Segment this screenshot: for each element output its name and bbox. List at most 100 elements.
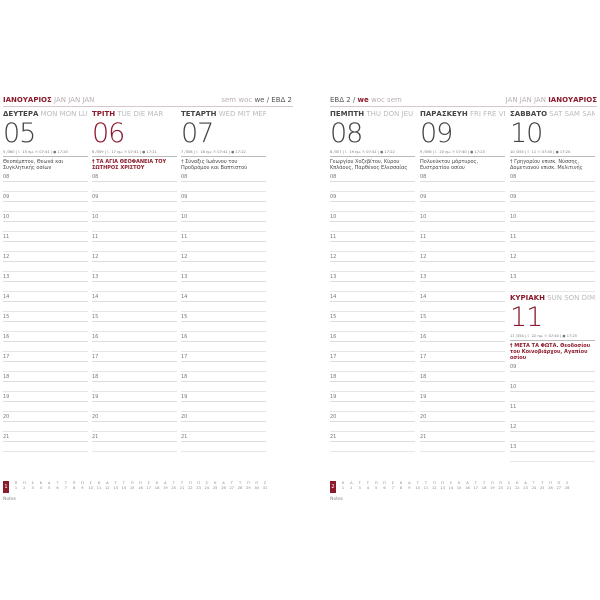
writing-line <box>330 391 415 392</box>
date-number: 21 <box>506 486 512 490</box>
hour-slot[interactable]: 18 <box>3 374 88 394</box>
hour-slot[interactable]: 17 <box>330 354 415 374</box>
date-number: 28 <box>237 486 243 490</box>
hour-slot[interactable]: 14 <box>92 294 177 314</box>
hour-slot[interactable]: 11 <box>92 234 177 254</box>
hour-slot[interactable]: 12 <box>92 254 177 274</box>
hour-slot[interactable]: 15 <box>92 314 177 334</box>
hour-slot[interactable]: 10 <box>510 214 595 234</box>
hour-slot[interactable]: 13 <box>92 274 177 294</box>
hour-slot[interactable]: 16 <box>330 334 415 354</box>
hour-slot[interactable]: 15 <box>330 314 415 334</box>
hour-slot[interactable]: 08 <box>181 174 266 194</box>
hour-slot[interactable]: 16 <box>3 334 88 354</box>
hour-slot[interactable]: 09 <box>181 194 266 214</box>
hour-slot[interactable]: 17 <box>181 354 266 374</box>
hour-slot[interactable]: 13 <box>510 444 595 464</box>
hour-slot[interactable]: 21 <box>3 434 88 454</box>
hour-slot[interactable]: 08 <box>330 174 415 194</box>
hour-slot[interactable]: 16 <box>181 334 266 354</box>
mini-day: Π 30 <box>253 481 261 491</box>
hour-slot[interactable]: 12 <box>510 254 595 274</box>
hour-slot[interactable]: 08 <box>3 174 88 194</box>
hour-slot[interactable]: 10 <box>92 214 177 234</box>
hour-label: 08 <box>181 174 188 180</box>
hour-slot[interactable]: 20 <box>92 414 177 434</box>
hour-slot[interactable]: 10 <box>3 214 88 234</box>
hour-slot[interactable]: 17 <box>92 354 177 374</box>
hour-slot[interactable]: 18 <box>92 374 177 394</box>
writing-line <box>181 431 266 432</box>
writing-line <box>330 301 415 302</box>
hour-slot[interactable]: 14 <box>3 294 88 314</box>
hour-slot[interactable]: 17 <box>420 354 505 374</box>
hour-slot[interactable]: 12 <box>420 254 505 274</box>
hour-slot[interactable]: 19 <box>3 394 88 414</box>
hour-slot[interactable]: 21 <box>330 434 415 454</box>
mini-calendar-february: 2 Κ 1 Δ 2 Τ 3 Τ 4 Π 5 Π 6 Σ 7 Κ 8 Δ 9 Τ 10 Τ 11 Π 12 Π 13 Σ 14 Κ 15 Δ 16… <box>330 481 580 493</box>
hour-slot[interactable]: 21 <box>181 434 266 454</box>
hour-label: 12 <box>420 254 427 260</box>
hour-slot[interactable]: 14 <box>420 294 505 314</box>
hour-slot[interactable]: 21 <box>420 434 505 454</box>
hour-slot[interactable]: 19 <box>330 394 415 414</box>
hour-label: 13 <box>420 274 427 280</box>
hour-slot[interactable]: 13 <box>181 274 266 294</box>
hour-slot[interactable]: 08 <box>92 174 177 194</box>
hour-label: 16 <box>420 334 427 340</box>
hour-slot[interactable]: 10 <box>181 214 266 234</box>
hour-slot[interactable]: 16 <box>92 334 177 354</box>
hour-slot[interactable]: 20 <box>330 414 415 434</box>
hour-slot[interactable]: 16 <box>420 334 505 354</box>
hour-slot[interactable]: 10 <box>510 384 595 404</box>
hour-slot[interactable]: 19 <box>92 394 177 414</box>
hour-slot[interactable]: 12 <box>510 424 595 444</box>
hour-slot[interactable]: 15 <box>181 314 266 334</box>
hour-slot[interactable]: 09 <box>92 194 177 214</box>
hour-slot[interactable]: 20 <box>181 414 266 434</box>
hour-slot[interactable]: 17 <box>3 354 88 374</box>
hour-slot[interactable]: 19 <box>181 394 266 414</box>
hour-label: 19 <box>3 394 10 400</box>
hour-slot[interactable]: 11 <box>3 234 88 254</box>
hour-slot[interactable]: 10 <box>330 214 415 234</box>
hour-slot[interactable]: 12 <box>330 254 415 274</box>
hour-slot[interactable]: 08 <box>420 174 505 194</box>
hour-slot[interactable]: 14 <box>181 294 266 314</box>
hour-slot[interactable]: 19 <box>420 394 505 414</box>
hour-slot[interactable]: 09 <box>420 194 505 214</box>
hour-label: 18 <box>92 374 99 380</box>
writing-line <box>181 281 266 282</box>
writing-line <box>420 351 505 352</box>
hour-slot[interactable]: 12 <box>181 254 266 274</box>
hour-slot[interactable]: 11 <box>510 404 595 424</box>
hour-slot[interactable]: 18 <box>420 374 505 394</box>
hour-slot[interactable]: 15 <box>420 314 505 334</box>
hour-slot[interactable]: 11 <box>330 234 415 254</box>
hour-slot[interactable]: 11 <box>181 234 266 254</box>
hour-slot[interactable]: 13 <box>420 274 505 294</box>
hour-slot[interactable]: 14 <box>330 294 415 314</box>
writing-line <box>3 181 88 182</box>
mini-day: Τ 10 <box>414 481 422 491</box>
hour-slot[interactable]: 09 <box>3 194 88 214</box>
hour-slot[interactable]: 20 <box>3 414 88 434</box>
hour-slot[interactable]: 13 <box>3 274 88 294</box>
hour-slot[interactable]: 09 <box>510 194 595 214</box>
hour-slot[interactable]: 20 <box>420 414 505 434</box>
hour-slot[interactable]: 21 <box>92 434 177 454</box>
date-number: 31 <box>262 486 268 490</box>
hour-slot[interactable]: 18 <box>181 374 266 394</box>
hour-slot[interactable]: 18 <box>330 374 415 394</box>
hour-slot[interactable]: 12 <box>3 254 88 274</box>
hour-slot[interactable]: 09 <box>510 364 595 384</box>
weekday-letter: Δ <box>350 481 353 485</box>
hour-slot[interactable]: 10 <box>420 214 505 234</box>
hour-slot[interactable]: 13 <box>510 274 595 294</box>
hour-slot[interactable]: 11 <box>510 234 595 254</box>
hour-slot[interactable]: 11 <box>420 234 505 254</box>
hour-slot[interactable]: 09 <box>330 194 415 214</box>
hour-slot[interactable]: 15 <box>3 314 88 334</box>
hour-slot[interactable]: 13 <box>330 274 415 294</box>
hour-slot[interactable]: 08 <box>510 174 595 194</box>
